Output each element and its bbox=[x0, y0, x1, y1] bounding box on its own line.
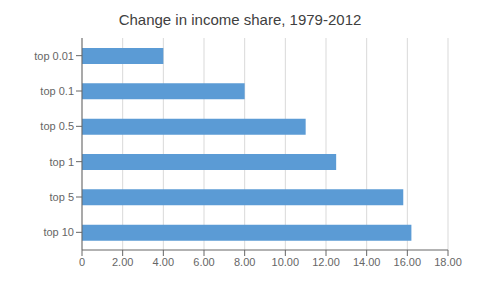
svg-text:top 1: top 1 bbox=[50, 156, 74, 168]
svg-text:10.00: 10.00 bbox=[272, 256, 300, 268]
svg-text:top 0.1: top 0.1 bbox=[40, 85, 74, 97]
svg-text:top 5: top 5 bbox=[50, 191, 74, 203]
svg-text:18.00: 18.00 bbox=[434, 256, 462, 268]
svg-text:8.00: 8.00 bbox=[234, 256, 255, 268]
svg-text:0: 0 bbox=[79, 256, 85, 268]
svg-text:top 0.5: top 0.5 bbox=[40, 120, 74, 132]
svg-text:6.00: 6.00 bbox=[193, 256, 214, 268]
svg-text:12.00: 12.00 bbox=[312, 256, 340, 268]
html-text:Change in income share, 1979-2: Change in income share, 1979-2012 bbox=[118, 11, 362, 28]
svg-text:4.00: 4.00 bbox=[153, 256, 174, 268]
svg-text:2.00: 2.00 bbox=[112, 256, 133, 268]
svg-text:14.00: 14.00 bbox=[353, 256, 381, 268]
svg-text:16.00: 16.00 bbox=[394, 256, 422, 268]
svg-text:top 10: top 10 bbox=[43, 226, 74, 238]
svg-text:top 0.01: top 0.01 bbox=[34, 50, 74, 62]
